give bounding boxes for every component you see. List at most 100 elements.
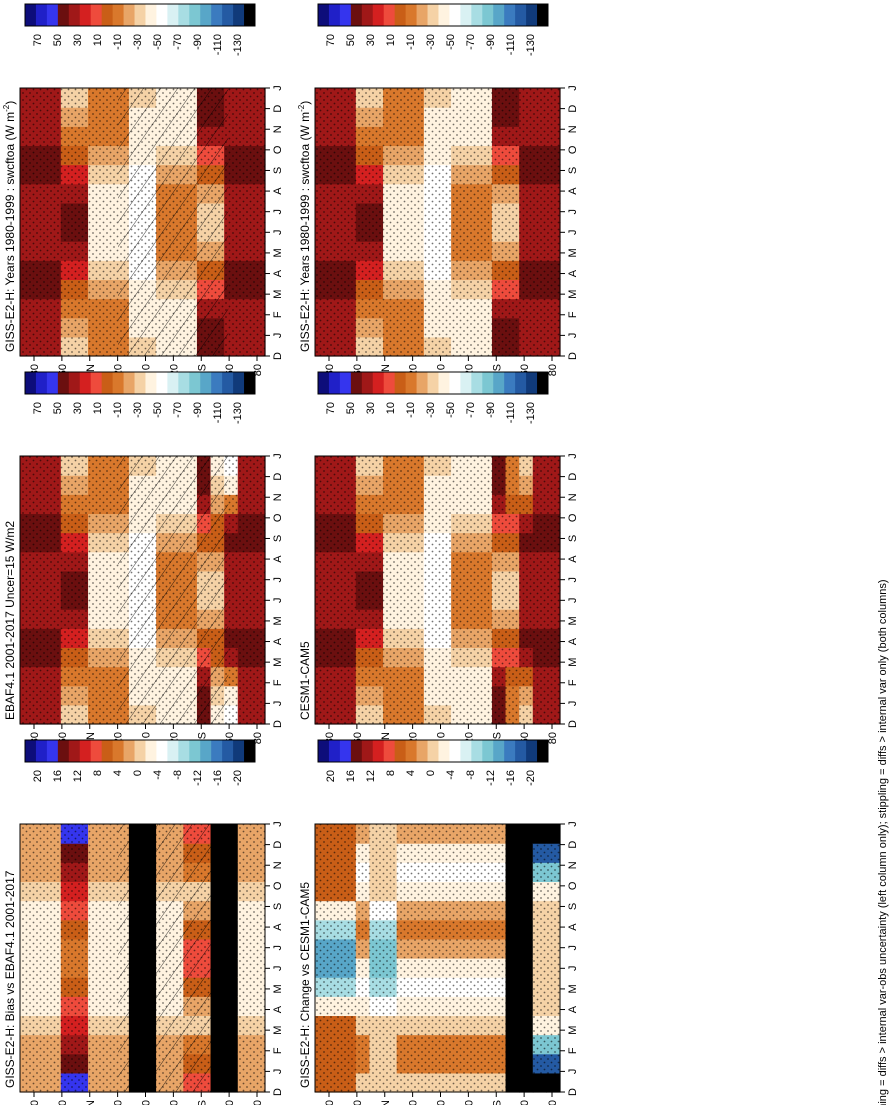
colorbar-swatch: [189, 740, 201, 762]
month-tick-label: D: [567, 473, 579, 481]
month-tick-label: M: [567, 658, 579, 667]
colorbar-label: -20: [525, 770, 537, 786]
stipple-overlay: [315, 456, 560, 724]
month-tick-label: A: [567, 187, 579, 195]
colorbar-label: 10: [92, 34, 104, 46]
month-tick-label: F: [272, 1047, 284, 1054]
colorbar-label: 30: [365, 34, 377, 46]
colorbar-swatch: [68, 740, 81, 762]
colorbar-swatch: [427, 740, 439, 762]
colorbar-label: -130: [525, 402, 537, 424]
colorbar-swatch: [90, 740, 103, 762]
colorbar-label: 8: [385, 770, 397, 776]
month-tick-label: J: [272, 821, 284, 827]
colorbar-swatch: [112, 740, 125, 762]
month-tick-label: M: [272, 290, 284, 299]
colorbar-swatch: [416, 4, 429, 26]
colorbar-swatch: [526, 740, 538, 762]
colorbar-label: -90: [485, 402, 497, 418]
colorbar-swatch: [134, 372, 146, 394]
colorbar-swatch: [318, 4, 330, 26]
colorbar-swatch: [471, 372, 483, 394]
panel-title: GISS-E2-H: Bias vs EBAF4.1 2001-2017: [3, 870, 17, 1088]
colorbar: 20 16 12 8 4 0 -4 -8 -12 -16 -20: [317, 739, 549, 786]
month-tick-label: O: [567, 145, 579, 154]
month-tick-label: J: [567, 209, 579, 215]
month-tick-label: A: [567, 1005, 579, 1013]
colorbar-label: -50: [445, 34, 457, 50]
month-tick-label: A: [272, 555, 284, 563]
month-tick-label: J: [272, 453, 284, 459]
lat-tick-label: 20: [168, 1100, 180, 1105]
colorbar-frame: [24, 739, 256, 763]
colorbar-label: -70: [465, 402, 477, 418]
panel-title: CESM1-CAM5: [298, 641, 312, 720]
colorbar-swatch: [449, 740, 461, 762]
colorbar-label: -70: [172, 34, 184, 50]
month-tick-label: N: [567, 493, 579, 501]
colorbar-frame: [24, 371, 256, 395]
colorbar-label: -130: [232, 402, 244, 424]
colorbar-label: 16: [345, 770, 357, 782]
colorbar-label: -130: [525, 34, 537, 56]
colorbar-swatch: [394, 4, 407, 26]
colorbar-swatch: [233, 740, 245, 762]
colorbar-swatch: [57, 372, 70, 394]
colorbar: 70 50 30 10 -10 -30 -50 -70 -90 -110 -130: [24, 371, 256, 424]
panel-title-end: ): [3, 101, 17, 105]
colorbar-label: -4: [445, 770, 457, 780]
month-tick-label: N: [272, 493, 284, 501]
colorbar-swatch: [482, 4, 494, 26]
colorbar-swatch: [145, 372, 157, 394]
colorbar-label: -10: [112, 34, 124, 50]
lat-tick-label: 0: [141, 732, 153, 738]
colorbar-swatch: [383, 740, 396, 762]
lat-tick-label: 80: [547, 1100, 559, 1105]
month-tick-label: M: [272, 1026, 284, 1035]
colorbar-swatch: [167, 372, 179, 394]
month-tick-label: M: [272, 248, 284, 257]
month-tick-label: M: [272, 984, 284, 993]
colorbar-label: 10: [92, 402, 104, 414]
colorbar-swatch: [123, 4, 136, 26]
colorbar-swatch: [339, 372, 352, 394]
panel-title: GISS-E2-H: Change vs CESM1-CAM5: [298, 882, 312, 1088]
month-tick-label: J: [272, 333, 284, 339]
colorbar-swatch: [372, 4, 385, 26]
colorbar-swatch: [25, 4, 37, 26]
lat-tick-label: 0: [436, 364, 448, 370]
colorbar-swatch: [222, 4, 234, 26]
colorbar-swatch: [244, 372, 256, 394]
month-tick-label: J: [567, 85, 579, 91]
colorbar-swatch: [211, 372, 223, 394]
colorbar-swatch: [90, 4, 103, 26]
colorbar-label: -12: [192, 770, 204, 786]
month-tick-label: D: [272, 352, 284, 360]
colorbar-swatch: [405, 372, 418, 394]
lat-tick-label: °N: [85, 1100, 97, 1105]
month-tick-label: J: [272, 945, 284, 951]
colorbar-label: -130: [232, 34, 244, 56]
colorbar-swatch: [178, 740, 190, 762]
colorbar-swatch: [25, 372, 37, 394]
colorbar-label: 10: [385, 34, 397, 46]
colorbar-swatch: [328, 4, 341, 26]
hatch-overlay: [118, 456, 229, 724]
colorbar: 70 50 30 10 -10 -30 -50 -70 -90 -110 -130: [317, 3, 549, 56]
colorbar-swatch: [526, 4, 538, 26]
month-tick-label: D: [272, 1088, 284, 1096]
panel-bottom-right: 20 16 12 8 4 0 -4 -8 -12 -16 -20 80 60 °N 20 0 20 °S 60 80 D…: [298, 739, 579, 1105]
month-tick-label: M: [567, 248, 579, 257]
panel-title: GISS-E2-H: Years 1980-1999 : swcftoa (W …: [2, 101, 17, 352]
month-tick-label: D: [567, 841, 579, 849]
lat-tick-label: 80: [252, 1100, 264, 1105]
month-tick-label: A: [272, 1005, 284, 1013]
lat-tick-label: °S: [196, 732, 208, 744]
lat-tick-label: 60: [352, 1100, 364, 1105]
colorbar: 70 50 30 10 -10 -30 -50 -70 -90 -110 -130: [24, 3, 256, 56]
colorbar-swatch: [46, 4, 59, 26]
lat-tick-label: 20: [113, 1100, 125, 1105]
colorbar-label: 50: [52, 34, 64, 46]
